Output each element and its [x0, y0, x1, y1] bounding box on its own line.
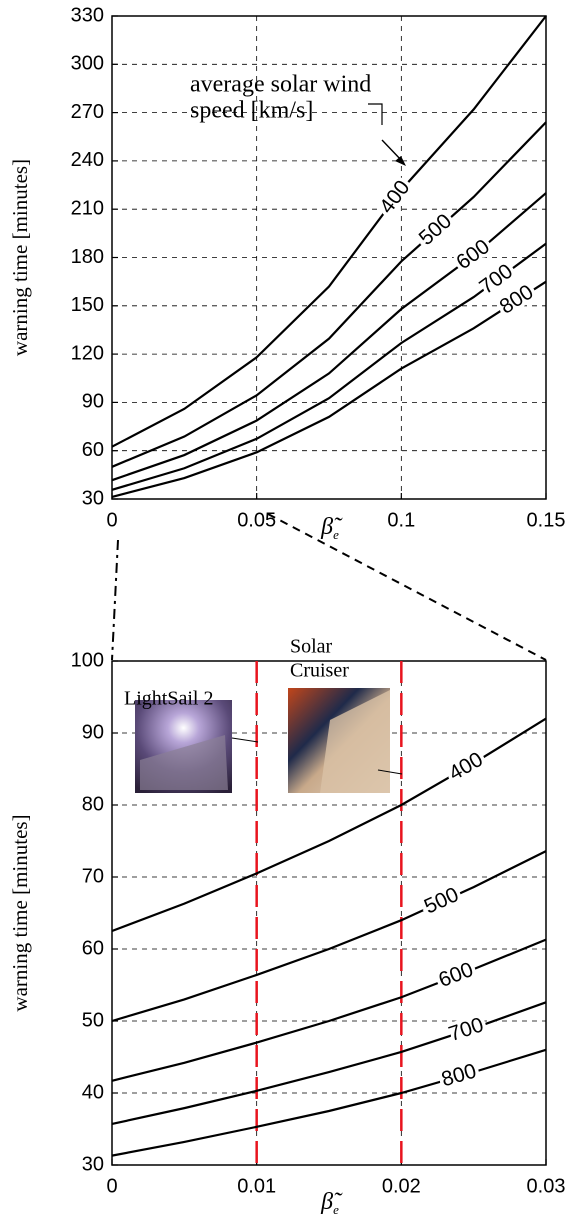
curve-label: 800	[439, 1059, 479, 1091]
x-tick-label: 0.1	[387, 509, 415, 531]
image-caption: LightSail 2	[124, 688, 213, 710]
sail-detail	[320, 690, 390, 793]
zoom-line	[267, 513, 547, 661]
y-tick-label: 70	[82, 865, 104, 887]
y-tick-label: 270	[71, 101, 104, 123]
curve	[111, 850, 547, 1023]
sail-detail	[140, 735, 228, 790]
y-tick-label: 300	[71, 53, 104, 75]
x-axis-subscript: e	[333, 1202, 339, 1217]
curve	[111, 192, 547, 482]
annotation-bracket	[368, 103, 383, 125]
x-tick-label: 0.02	[382, 1175, 421, 1197]
image-caption: Solar	[290, 636, 333, 658]
y-tick-label: 180	[71, 246, 104, 268]
curve-label: 600	[452, 235, 494, 274]
curve-label: 400	[445, 748, 487, 785]
x-axis-label: β̃e	[320, 514, 343, 542]
y-tick-label: 210	[71, 197, 104, 219]
y-tick-label: 150	[71, 294, 104, 316]
x-axis-subscript: e	[333, 527, 339, 542]
curve	[111, 1048, 547, 1157]
curve	[111, 121, 547, 468]
x-tick-label: 0	[106, 1175, 117, 1197]
y-tick-label: 100	[71, 649, 104, 671]
pointer	[231, 737, 259, 743]
curve-label: 600	[435, 958, 476, 992]
y-tick-label: 60	[82, 937, 104, 959]
zoom-line	[111, 539, 119, 661]
plot-frame	[111, 660, 547, 1166]
x-tick-label: 0.15	[527, 509, 566, 531]
arrow-head	[395, 156, 406, 166]
y-tick-label: 30	[82, 487, 104, 509]
curve	[111, 15, 547, 448]
y-tick-label: 50	[82, 1009, 104, 1031]
curve	[111, 280, 547, 498]
annotation: average solar wind	[190, 72, 371, 98]
curve	[111, 242, 547, 491]
y-tick-label: 330	[71, 4, 104, 26]
pointer	[377, 769, 403, 775]
curve	[111, 938, 547, 1082]
curve-label: 700	[446, 1013, 486, 1046]
curve-label: 500	[421, 883, 462, 919]
x-tick-label: 0.05	[237, 509, 276, 531]
y-tick-label: 90	[82, 391, 104, 413]
x-tick-label: 0.03	[527, 1175, 566, 1197]
y-axis-label: warning time [minutes]	[8, 814, 32, 1011]
plot-frame	[111, 15, 547, 500]
x-axis-symbol: β̃	[320, 514, 343, 540]
y-tick-label: 40	[82, 1081, 104, 1103]
x-tick-label: 0.01	[237, 1175, 276, 1197]
y-tick-label: 90	[82, 721, 104, 743]
x-tick-label: 0	[106, 509, 117, 531]
x-axis-symbol: β̃	[320, 1189, 343, 1215]
image-caption: Cruiser	[290, 660, 349, 682]
x-axis-label: β̃e	[320, 1189, 343, 1217]
y-tick-label: 120	[71, 342, 104, 364]
y-tick-label: 30	[82, 1153, 104, 1175]
curve	[111, 717, 547, 933]
annotation: speed [km/s]	[190, 98, 313, 124]
y-axis-label: warning time [minutes]	[8, 159, 32, 356]
y-tick-label: 60	[82, 439, 104, 461]
y-tick-label: 80	[82, 793, 104, 815]
curve	[111, 1001, 547, 1126]
y-tick-label: 240	[71, 149, 104, 171]
